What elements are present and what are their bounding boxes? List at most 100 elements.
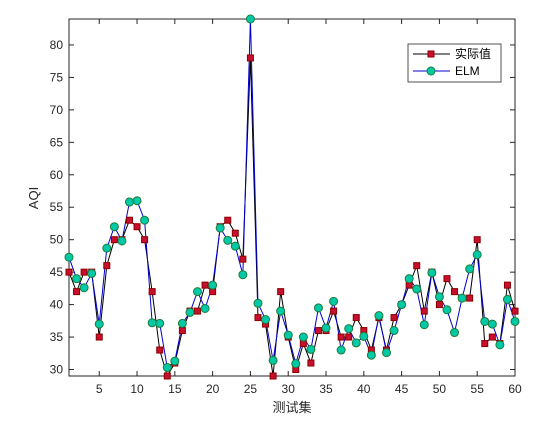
point-elm [313,303,323,313]
point-elm [321,323,331,333]
y-tick-label: 50 [50,233,64,247]
point-actual [103,262,111,270]
point-elm [185,307,195,317]
point-elm [208,280,218,290]
point-elm [102,243,112,253]
legend-label-elm: ELM [455,64,480,78]
point-elm [261,315,271,325]
point-elm [351,338,361,348]
y-tick-label: 40 [50,298,64,312]
point-actual [337,333,345,341]
point-elm [329,296,339,306]
point-actual [345,333,353,341]
point-elm [381,348,391,358]
x-tick-label: 60 [508,382,522,396]
point-elm [245,14,255,24]
point-elm [442,305,452,315]
point-elm [366,350,376,360]
point-elm [117,236,127,246]
point-elm [450,328,460,338]
point-elm [147,318,157,328]
point-elm [155,318,165,328]
point-elm [510,316,520,326]
point-elm [268,355,278,365]
point-elm [230,241,240,251]
point-actual [95,333,103,341]
y-tick-label: 80 [50,38,64,52]
point-elm [306,344,316,354]
point-actual [80,268,88,276]
point-elm [276,306,286,316]
point-elm [124,197,134,207]
y-tick-label: 70 [50,103,64,117]
point-elm [215,223,225,233]
x-tick-label: 10 [130,382,144,396]
x-tick-label: 50 [433,382,447,396]
point-elm [374,311,384,321]
point-actual [110,236,118,244]
point-elm [344,324,354,334]
legend-marker-actual [427,50,435,58]
point-elm [87,268,97,278]
point-elm [140,215,150,225]
legend: 实际值 ELM [407,43,502,83]
point-elm [480,316,490,326]
point-actual [125,216,133,224]
point-actual [148,288,156,296]
point-elm [200,303,210,313]
point-elm [193,287,203,297]
y-tick-label: 75 [50,70,64,84]
x-axis-ticks: 5 10 15 20 25 30 35 40 45 50 55 60 [96,19,522,396]
point-elm [94,319,104,329]
point-actual [239,255,247,263]
point-elm [404,274,414,284]
point-elm [298,332,308,342]
point-elm [389,326,399,336]
point-elm [495,340,505,350]
x-axis-label: 测试集 [272,400,311,415]
point-elm [177,318,187,328]
point-actual [511,307,519,315]
point-actual [330,307,338,315]
point-elm [434,292,444,302]
point-actual [307,359,315,367]
point-elm [412,284,422,294]
point-actual [65,268,73,276]
series-layer [64,14,520,380]
y-axis-ticks: 30 35 40 45 50 55 60 65 70 75 80 [50,38,515,377]
point-elm [359,331,369,341]
point-elm [336,345,346,355]
point-elm [253,298,263,308]
point-elm [291,359,301,369]
x-tick-label: 15 [168,382,182,396]
x-tick-label: 55 [471,382,485,396]
point-elm [465,264,475,274]
point-elm [457,293,467,303]
point-elm [419,320,429,330]
point-actual [413,262,421,270]
y-tick-label: 45 [50,265,64,279]
legend-label-actual: 实际值 [455,46,491,61]
x-tick-label: 20 [206,382,220,396]
point-elm [64,252,74,262]
legend-marker-elm [426,66,436,76]
point-elm [283,330,293,340]
y-tick-label: 35 [50,330,64,344]
point-elm [502,294,512,304]
y-tick-label: 55 [50,200,64,214]
point-actual [194,307,202,315]
point-elm [170,356,180,366]
point-actual [390,314,398,322]
x-tick-label: 45 [395,382,409,396]
x-tick-label: 40 [357,382,371,396]
point-actual [443,275,451,283]
point-elm [487,319,497,329]
point-actual [314,327,322,335]
point-actual [503,281,511,289]
point-actual [269,372,277,380]
point-actual [178,327,186,335]
point-actual [201,281,209,289]
point-actual [435,301,443,309]
point-elm [427,268,437,278]
